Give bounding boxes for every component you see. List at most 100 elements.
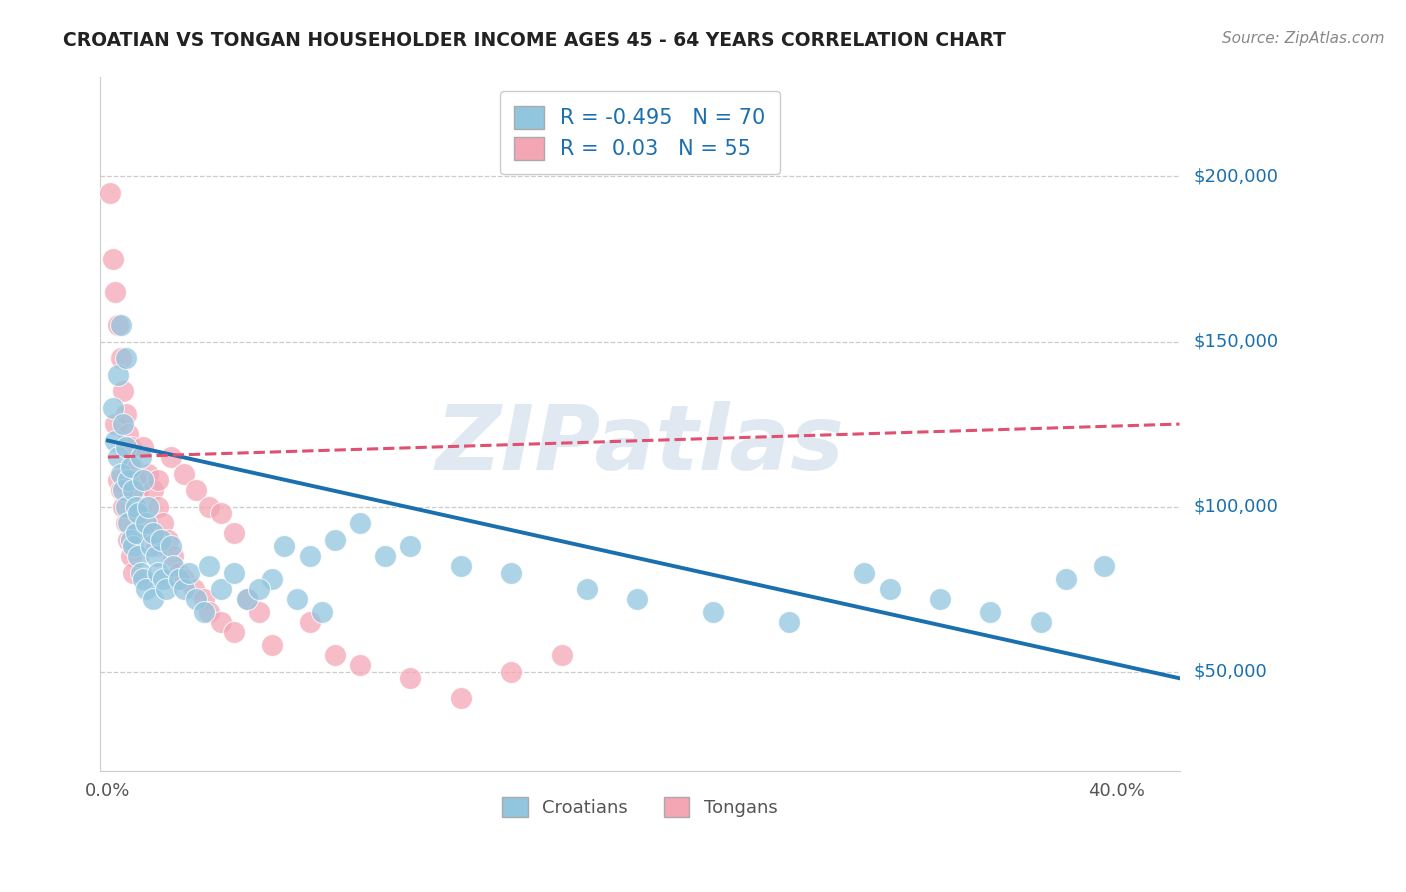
Text: Source: ZipAtlas.com: Source: ZipAtlas.com [1222, 31, 1385, 46]
Point [101, 401, 124, 415]
Point [114, 440, 136, 454]
Point [120, 460, 142, 475]
Point [124, 473, 146, 487]
Point [193, 605, 215, 619]
Point [145, 549, 167, 563]
Point [1054, 572, 1077, 586]
Point [127, 549, 149, 563]
Point [104, 434, 127, 448]
Point [197, 605, 219, 619]
Point [122, 460, 145, 475]
Point [120, 533, 142, 547]
Point [136, 467, 159, 481]
Point [117, 516, 139, 530]
Text: ZIPatlas: ZIPatlas [436, 401, 845, 489]
Point [114, 407, 136, 421]
Point [626, 592, 648, 607]
Point [929, 592, 952, 607]
Point [104, 285, 127, 299]
Point [145, 539, 167, 553]
Point [247, 582, 270, 596]
Text: CROATIAN VS TONGAN HOUSEHOLDER INCOME AGES 45 - 64 YEARS CORRELATION CHART: CROATIAN VS TONGAN HOUSEHOLDER INCOME AG… [63, 31, 1007, 50]
Point [110, 351, 132, 365]
Text: $50,000: $50,000 [1194, 663, 1267, 681]
Point [107, 368, 129, 382]
Point [112, 500, 135, 514]
Point [112, 483, 135, 497]
Point [222, 526, 245, 541]
Point [117, 533, 139, 547]
Point [778, 615, 800, 629]
Point [450, 559, 472, 574]
Point [173, 467, 195, 481]
Point [298, 549, 321, 563]
Point [124, 500, 146, 514]
Point [114, 516, 136, 530]
Point [110, 467, 132, 481]
Point [193, 592, 215, 607]
Point [117, 427, 139, 442]
Point [183, 582, 205, 596]
Point [114, 500, 136, 514]
Point [136, 500, 159, 514]
Point [152, 572, 174, 586]
Point [177, 566, 200, 580]
Point [1029, 615, 1052, 629]
Point [122, 566, 145, 580]
Text: $100,000: $100,000 [1194, 498, 1278, 516]
Point [120, 549, 142, 563]
Point [107, 318, 129, 332]
Point [399, 539, 422, 553]
Point [129, 450, 152, 464]
Point [107, 450, 129, 464]
Point [209, 615, 232, 629]
Point [135, 516, 157, 530]
Point [298, 615, 321, 629]
Point [142, 592, 165, 607]
Point [374, 549, 396, 563]
Point [323, 533, 346, 547]
Point [160, 450, 183, 464]
Point [501, 665, 523, 679]
Point [135, 516, 157, 530]
Point [124, 526, 146, 541]
Point [979, 605, 1001, 619]
Point [122, 539, 145, 553]
Point [575, 582, 598, 596]
Point [127, 506, 149, 520]
Point [247, 605, 270, 619]
Point [112, 417, 135, 431]
Point [149, 533, 172, 547]
Point [132, 473, 155, 487]
Point [132, 440, 155, 454]
Point [197, 559, 219, 574]
Point [139, 539, 162, 553]
Point [209, 582, 232, 596]
Point [110, 483, 132, 497]
Point [311, 605, 333, 619]
Point [155, 582, 177, 596]
Point [160, 539, 183, 553]
Point [273, 539, 295, 553]
Point [501, 566, 523, 580]
Point [853, 566, 876, 580]
Point [323, 648, 346, 662]
Point [260, 638, 283, 652]
Point [285, 592, 308, 607]
Point [349, 658, 371, 673]
Point [157, 533, 180, 547]
Point [235, 592, 257, 607]
Point [167, 572, 190, 586]
Point [879, 582, 901, 596]
Point [450, 691, 472, 706]
Point [209, 506, 232, 520]
Point [129, 500, 152, 514]
Point [260, 572, 283, 586]
Text: $200,000: $200,000 [1194, 168, 1278, 186]
Point [152, 516, 174, 530]
Point [135, 582, 157, 596]
Point [142, 483, 165, 497]
Point [167, 566, 190, 580]
Point [186, 483, 208, 497]
Legend: Croatians, Tongans: Croatians, Tongans [495, 789, 785, 824]
